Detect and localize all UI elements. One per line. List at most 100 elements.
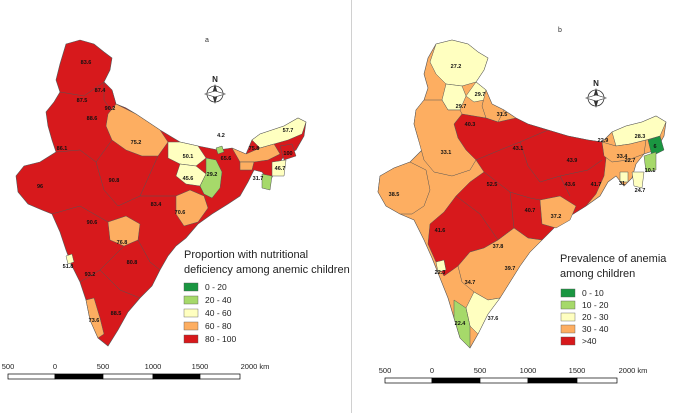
legend-b-text-2: 20 - 30 xyxy=(582,312,609,322)
label-b-21: 40.7 xyxy=(525,208,536,214)
region-a-bihar xyxy=(167,141,207,167)
state-boundaries-a xyxy=(51,81,176,299)
label-a-19: 70.6 xyxy=(175,210,186,216)
label-b-14: 41.7 xyxy=(591,182,602,188)
label-a-20: 90.6 xyxy=(87,220,98,226)
legend-a: Proportion with nutritional deficiency a… xyxy=(183,249,350,344)
region-b-assam xyxy=(601,139,647,163)
legend-a-title-2: deficiency among anemic children xyxy=(184,264,350,276)
region-b-kerala xyxy=(453,299,471,349)
label-b-20: 41.6 xyxy=(435,228,446,234)
svg-text:0: 0 xyxy=(53,362,57,371)
label-a-2: 87.5 xyxy=(77,98,88,104)
region-b-odisha xyxy=(539,195,577,229)
legend-a-swatch-3 xyxy=(183,321,199,331)
label-b-13: 43.6 xyxy=(565,182,576,188)
region-a-odisha xyxy=(175,189,209,227)
svg-text:1500: 1500 xyxy=(192,362,209,371)
label-a-4: 88.6 xyxy=(87,116,98,122)
label-a-17: 90.8 xyxy=(109,178,120,184)
label-a-9: 75.8 xyxy=(249,146,260,152)
label-b-3: 31.5 xyxy=(497,112,508,118)
label-b-0: 27.2 xyxy=(451,64,462,70)
legend-b: Prevalence of anemia among children 0 - … xyxy=(560,253,667,346)
legend-b-text-0: 0 - 10 xyxy=(582,288,604,298)
label-b-7: 22.9 xyxy=(598,138,609,144)
north-arrow-icon-a: N xyxy=(203,75,227,104)
panel-a-map: a xyxy=(2,37,350,380)
value-labels-a: 83.6 87.4 87.5 90.2 88.6 86.1 75.2 50.1 … xyxy=(37,60,293,324)
region-b-mizoram xyxy=(631,171,645,189)
legend-a-text-2: 40 - 60 xyxy=(205,308,232,318)
legend-b-title-1: Prevalence of anemia xyxy=(560,253,667,265)
legend-b-swatch-3 xyxy=(560,324,576,334)
label-a-27: 4.2 xyxy=(217,133,225,139)
label-b-4: 40.3 xyxy=(465,122,476,128)
label-a-26: 88.5 xyxy=(111,311,122,317)
legend-a-text-0: 0 - 20 xyxy=(205,282,227,292)
label-b-10: 6 xyxy=(653,144,656,150)
legend-b-text-3: 30 - 40 xyxy=(582,324,609,334)
label-a-16: 96 xyxy=(37,184,43,190)
label-a-5: 86.1 xyxy=(57,146,68,152)
label-a-25: 73.6 xyxy=(89,318,100,324)
legend-b-swatch-1 xyxy=(560,300,576,310)
svg-text:N: N xyxy=(593,79,599,88)
label-b-18: 24.7 xyxy=(635,188,646,194)
svg-text:2000 km: 2000 km xyxy=(241,362,270,371)
region-b-jk xyxy=(429,39,489,87)
svg-text:500: 500 xyxy=(2,362,15,371)
label-b-25: 22.3 xyxy=(435,270,446,276)
label-a-14: 29.2 xyxy=(207,172,218,178)
panel-b-map: b xyxy=(377,27,667,384)
label-a-1: 87.4 xyxy=(95,88,107,94)
label-b-11: 33.1 xyxy=(441,150,452,156)
label-a-22: 80.8 xyxy=(127,260,138,266)
region-b-tripura xyxy=(619,171,629,183)
region-a-nagaland xyxy=(279,143,297,161)
india-outline-a xyxy=(15,39,307,347)
value-labels-b: 27.2 29.7 29.7 31.5 40.3 43.1 43.9 22.9 … xyxy=(389,64,657,327)
label-a-3: 90.2 xyxy=(105,106,116,112)
label-b-2: 29.7 xyxy=(456,104,467,110)
label-b-27: 22.4 xyxy=(455,321,467,327)
label-a-12: 46.7 xyxy=(275,166,286,172)
label-a-10: 57.7 xyxy=(283,128,294,134)
legend-b-title-2: among children xyxy=(560,268,635,280)
legend-a-swatch-1 xyxy=(183,295,199,305)
label-a-8: 65.6 xyxy=(221,156,232,162)
panel-b-tag: b xyxy=(558,27,562,34)
region-a-kerala xyxy=(85,297,105,339)
label-a-21: 76.8 xyxy=(117,240,128,246)
label-b-19: 38.5 xyxy=(389,192,400,198)
legend-b-swatch-4 xyxy=(560,336,576,346)
region-a-mizoram xyxy=(261,173,273,191)
label-b-8: 28.3 xyxy=(635,134,646,140)
svg-text:500: 500 xyxy=(379,366,392,375)
state-boundaries-b xyxy=(455,129,603,241)
label-b-15: 22.7 xyxy=(625,158,636,164)
legend-a-text-4: 80 - 100 xyxy=(205,334,236,344)
label-b-6: 43.9 xyxy=(567,158,578,164)
region-a-meghalaya xyxy=(239,161,255,171)
label-a-11: 100 xyxy=(283,151,292,157)
label-b-16: 10.1 xyxy=(645,168,656,174)
region-b-south-orange xyxy=(457,227,543,301)
label-a-7: 50.1 xyxy=(183,154,194,160)
scale-bar-b: 500 0 500 1000 1500 2000 km xyxy=(379,366,647,384)
label-a-23: 51.8 xyxy=(63,264,74,270)
label-b-17: 31 xyxy=(619,181,625,187)
region-a-up xyxy=(105,103,169,157)
svg-text:1000: 1000 xyxy=(145,362,162,371)
label-b-12: 52.5 xyxy=(487,182,498,188)
region-b-hp xyxy=(465,81,487,103)
legend-b-swatch-2 xyxy=(560,312,576,322)
svg-text:N: N xyxy=(212,75,218,84)
label-a-6: 75.2 xyxy=(131,140,142,146)
label-b-24: 39.7 xyxy=(505,266,516,272)
panel-divider xyxy=(351,0,352,413)
region-b-goa xyxy=(435,259,447,273)
label-b-28: 37.6 xyxy=(488,316,499,322)
label-b-5: 43.1 xyxy=(513,146,524,152)
